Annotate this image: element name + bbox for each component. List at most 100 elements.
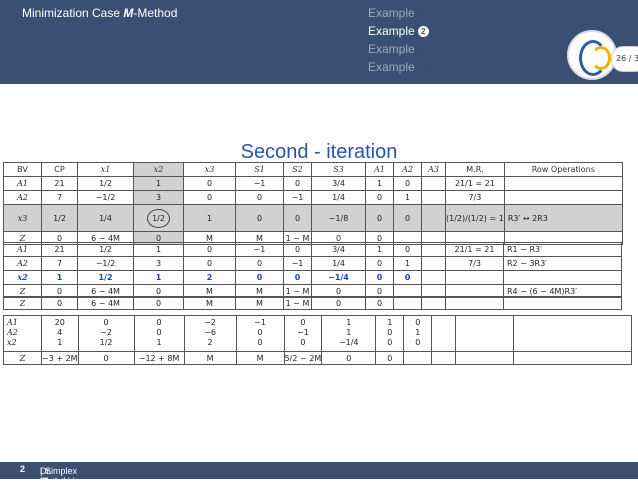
col-header: M.R. — [445, 162, 505, 177]
table-cell: 7/3 — [445, 256, 504, 271]
table-cell — [503, 176, 623, 191]
table-row-group: A1 A2 x2 20 4 1 0 −2 1/2 0 0 1 −2 −6 2 −1 0 0 0 −1 0 1 1 −1/4 1 0… — [3, 315, 633, 352]
basic-variable-cell: A1 A2 x2 — [3, 315, 42, 352]
table-cell: 0 — [283, 176, 312, 191]
table-row: x3 1/2 1/4 1/2 1 0 0 −1/8 0 0 (1/2)/(1/2) = 1 R3′ ↔… — [3, 204, 623, 232]
table-cell: 1 — [133, 176, 184, 191]
nav-example-4[interactable]: Example 4 — [368, 58, 429, 76]
cell-line: A2 — [7, 328, 18, 337]
col-header: A1 — [365, 162, 394, 177]
example-nav: Example 1 Example 2 Example 3 Example 4 — [368, 4, 429, 76]
cell-line: 1 — [346, 318, 352, 327]
basic-variable-cell: x2 — [3, 270, 42, 285]
col-header: x1 — [77, 162, 134, 177]
footer-bar: Dr. Kamel ATTAR | Chapter 2: Simplex Met… — [0, 462, 638, 496]
cell-line: 0 — [387, 338, 393, 347]
table-cell: 21 — [41, 176, 78, 191]
simplex-table-4: A1 A2 x2 20 4 1 0 −2 1/2 0 0 1 −2 −6 2 −1 0 0 0 −1 0 1 1 −1/4 1 0… — [3, 315, 633, 365]
table-cell — [421, 204, 446, 232]
table-cell: −2 −6 2 — [183, 315, 237, 352]
table-cell: 0 — [183, 176, 236, 191]
table-cell: 1/2 — [41, 204, 78, 232]
table-cell: 21/1 = 21 — [445, 176, 505, 191]
table-cell: 0 — [235, 190, 284, 205]
col-header: S1 — [235, 162, 284, 177]
table-cell — [445, 270, 504, 285]
col-header: A2 — [393, 162, 422, 177]
table-cell: 0 — [393, 176, 422, 191]
cell-line: −6 — [204, 328, 216, 337]
table-cell: (1/2)/(1/2) = 1 — [445, 204, 505, 232]
z-cell: 0 — [375, 351, 405, 365]
table-cell — [421, 242, 446, 257]
table-cell: 1 — [365, 176, 394, 191]
empty-cell — [403, 351, 433, 365]
table-row: A1 21 1/2 1 0 −1 0 3/4 1 0 21/1 = 21 R1 − R3′ — [3, 242, 622, 257]
table-row: x2 1 1/2 1 2 0 0 −1/4 0 0 — [3, 270, 622, 285]
table-cell: 7 — [41, 256, 78, 271]
z-cell: M — [235, 296, 284, 310]
nav-example-1[interactable]: Example 1 — [368, 4, 429, 22]
basic-variable-cell: A1 — [3, 242, 42, 257]
table-cell: 1 — [393, 256, 422, 271]
table-cell: R1 − R3′ — [503, 242, 622, 257]
empty-cell — [445, 296, 504, 310]
empty-cell — [513, 315, 633, 352]
table-cell: 0 — [235, 256, 284, 271]
z-cell: −12 + 8M — [133, 351, 185, 365]
table-cell: −1 — [235, 242, 284, 257]
table-cell: 0 — [365, 270, 394, 285]
table-cell: 0 — [393, 270, 422, 285]
cell-line: −2 — [100, 328, 112, 337]
z-cell: 5/2 − 2M — [283, 351, 323, 365]
table-cell: 1 — [133, 270, 184, 285]
col-header: Row Operations — [503, 162, 623, 177]
cell-line: 20 — [54, 318, 65, 327]
cell-line: 2 — [207, 338, 213, 347]
empty-cell — [513, 351, 633, 365]
footer-text: Dr. Kamel ATTAR | Chapter 2: Simplex Met… — [20, 464, 91, 496]
table-cell: 1 — [133, 242, 184, 257]
table-cell: 1 1 −1/4 — [321, 315, 377, 352]
page-number: 26 / 35 — [611, 46, 638, 72]
cell-line: 1 — [346, 328, 352, 337]
lecture-title: Minimization Case M-Method — [22, 6, 178, 20]
cell-line: −1 — [297, 328, 309, 337]
z-cell: 0 — [321, 351, 377, 365]
z-cell: 0 — [77, 351, 135, 365]
simplex-table-2: A1 21 1/2 1 0 −1 0 3/4 1 0 21/1 = 21 R1 − R3′ A2 7 −1/… — [3, 242, 622, 298]
table-cell: 0 — [365, 190, 394, 205]
table-cell: 1/4 — [311, 190, 366, 205]
nav-example-2[interactable]: Example 2 — [368, 22, 429, 40]
table-cell: 3 — [133, 190, 184, 205]
cell-line: 0 — [103, 318, 109, 327]
col-header: CP — [41, 162, 78, 177]
nav-example-3[interactable]: Example 3 — [368, 40, 429, 58]
empty-cell — [421, 296, 446, 310]
table-cell: 1/2 — [77, 176, 134, 191]
table-cell: 7 — [41, 190, 78, 205]
cell-line: 1 — [156, 338, 162, 347]
table-cell: 3 — [133, 256, 184, 271]
table-cell — [421, 270, 446, 285]
cell-line: 0 — [156, 328, 162, 337]
table-cell: 0 — [183, 190, 236, 205]
table-cell: −1 0 0 — [235, 315, 285, 352]
header-bar: Minimization Case M-Method Example 1 Exam… — [0, 0, 638, 84]
z-cell: 1 − M — [283, 296, 312, 310]
empty-cell — [455, 351, 515, 365]
cell-line: 0 — [257, 338, 263, 347]
cell-line: 1 — [57, 338, 63, 347]
col-header: x3 — [183, 162, 236, 177]
table-cell: 0 — [365, 256, 394, 271]
table-cell: 0 — [365, 204, 394, 232]
cell-line: 1 — [387, 318, 393, 327]
table-cell: 7/3 — [445, 190, 505, 205]
col-header: S2 — [283, 162, 312, 177]
z-cell: Z — [3, 351, 42, 365]
table-cell: 1 — [183, 204, 236, 232]
